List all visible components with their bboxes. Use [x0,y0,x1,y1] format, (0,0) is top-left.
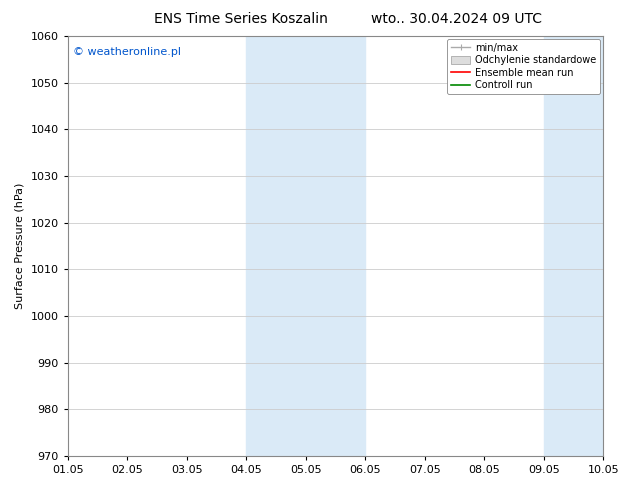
Text: ENS Time Series Koszalin: ENS Time Series Koszalin [154,12,328,26]
Bar [544,36,603,456]
Y-axis label: Surface Pressure (hPa): Surface Pressure (hPa) [15,183,25,309]
Text: wto.. 30.04.2024 09 UTC: wto.. 30.04.2024 09 UTC [371,12,542,26]
Text: © weatheronline.pl: © weatheronline.pl [73,47,181,57]
Bar [246,36,365,456]
Legend: min/max, Odchylenie standardowe, Ensemble mean run, Controll run: min/max, Odchylenie standardowe, Ensembl… [447,39,600,94]
